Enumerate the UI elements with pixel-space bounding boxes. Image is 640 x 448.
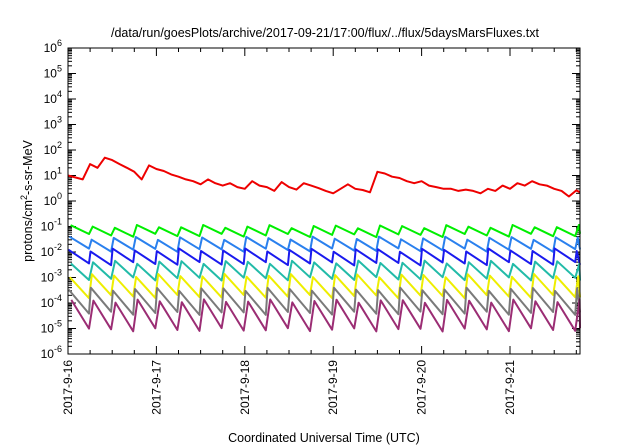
series-layer <box>67 156 581 333</box>
plot-frame <box>67 47 581 355</box>
series-line-7 <box>67 286 581 316</box>
series-line-8 <box>70 298 581 333</box>
y-tick-label: 10-3 <box>41 268 62 285</box>
x-axis-ticks: 2017-9-16 2017-9-17 2017-9-18 2017-9-19 2017… <box>61 48 577 415</box>
y-tick-label: 106 <box>44 38 62 55</box>
y-axis-label: protons/cm2-s-sr-MeV <box>19 139 35 261</box>
y-tick-label: 10-1 <box>41 217 62 234</box>
x-tick-label: 2017-9-20 <box>415 360 429 415</box>
series-line-2 <box>70 224 581 239</box>
series-line-5 <box>70 259 581 282</box>
y-tick-label: 10-5 <box>41 319 62 336</box>
y-axis-ticks: 10-6 10-5 10-4 10-3 10-2 10-1 100 101 102 103 104 1… <box>41 38 580 361</box>
x-tick-label: 2017-9-18 <box>238 360 252 415</box>
y-tick-label: 10-6 <box>41 344 62 361</box>
y-tick-label: 10-4 <box>41 293 62 310</box>
y-tick-label: 105 <box>44 64 62 81</box>
series-line-1 <box>67 156 581 198</box>
x-tick-label: 2017-9-21 <box>503 360 517 415</box>
y-tick-label: 100 <box>44 191 62 208</box>
series-line-6 <box>69 272 581 300</box>
y-tick-label: 103 <box>44 115 62 132</box>
x-tick-label: 2017-9-17 <box>149 360 163 415</box>
x-tick-label: 2017-9-16 <box>61 360 75 415</box>
y-tick-label: 10-2 <box>41 242 62 259</box>
y-tick-label: 101 <box>44 166 62 183</box>
y-tick-label: 102 <box>44 140 62 157</box>
y-tick-label: 104 <box>44 89 62 106</box>
chart-title: /data/run/goesPlots/archive/2017-09-21/1… <box>111 26 540 40</box>
x-tick-label: 2017-9-19 <box>326 360 340 415</box>
x-axis-label: Coordinated Universal Time (UTC) <box>228 431 420 445</box>
series-line-3 <box>68 235 581 253</box>
series-line-4 <box>67 247 581 267</box>
